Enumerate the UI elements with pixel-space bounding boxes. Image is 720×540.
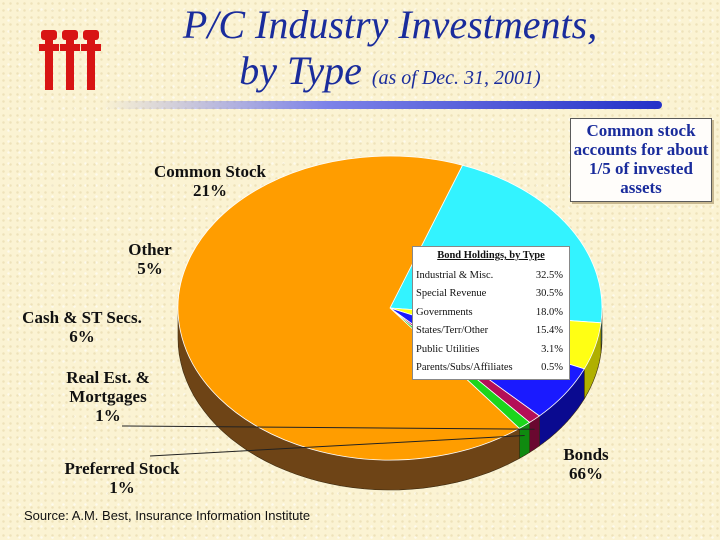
subtitle-main: by Type [239, 48, 362, 93]
callout-box: Common stock accounts for about 1/5 of i… [570, 118, 712, 202]
table-row: Parents/Subs/Affiliates 0.5% [416, 362, 563, 374]
subtitle-date: (as of Dec. 31, 2001) [371, 67, 541, 89]
table-row: States/Terr/Other 15.4% [416, 325, 563, 337]
table-row: Governments 18.0% [416, 306, 563, 318]
slice-label-other: Other 5% [128, 240, 172, 278]
table-row: Industrial & Misc. 32.5% [416, 269, 563, 281]
slice-real-estate-leader [121, 425, 535, 430]
table-row: Public Utilities 3.1% [416, 343, 563, 355]
slice-label-real-estate: Real Est. & Mortgages 1% [66, 368, 150, 425]
slice-label-bonds: Bonds 66% [563, 445, 609, 483]
page-title: P/C Industry Investments, [182, 2, 598, 47]
bond-holdings-table: Bond Holdings, by Type Industrial & Misc… [412, 246, 570, 380]
slice-label-common-stock: Common Stock 21% [154, 162, 266, 200]
title-underline [102, 101, 662, 109]
slice-label-cash: Cash & ST Secs. 6% [22, 308, 142, 346]
slice-label-preferred-stock: Preferred Stock 1% [64, 459, 180, 497]
iii-logo-icon [39, 30, 101, 90]
table-row: Special Revenue 30.5% [416, 288, 563, 300]
bond-table-title: Bond Holdings, by Type [437, 250, 545, 261]
source-note: Source: A.M. Best, Insurance Information… [24, 508, 311, 523]
page-subtitle: by Type (as of Dec. 31, 2001) [110, 48, 670, 101]
slice-preferred-stock-leader [149, 435, 525, 457]
slice-bonds [177, 155, 521, 461]
